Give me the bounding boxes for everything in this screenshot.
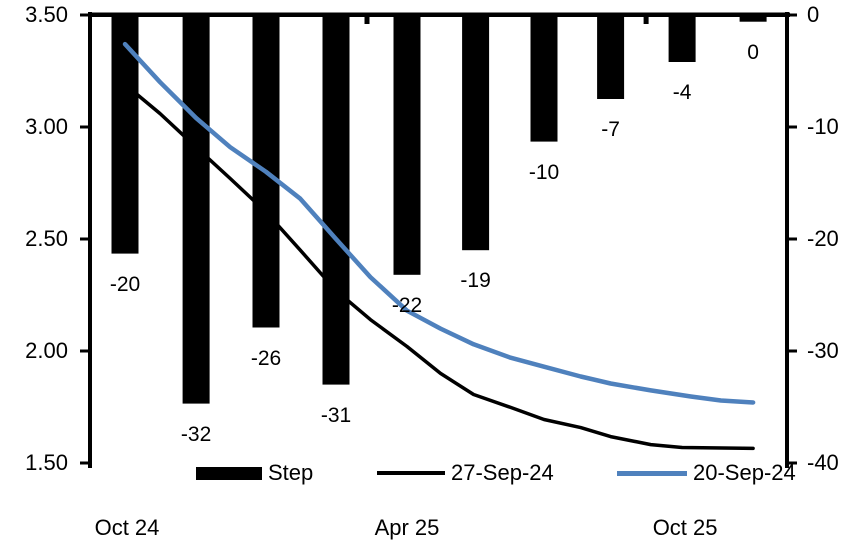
left-axis-tick bbox=[80, 13, 88, 17]
step-bar bbox=[393, 15, 421, 275]
step-bar bbox=[182, 15, 210, 404]
legend-label-step: Step bbox=[268, 460, 314, 485]
legend-swatch-20-sep-line bbox=[617, 470, 687, 476]
right-axis-tick bbox=[789, 349, 797, 353]
legend-label-20-sep-24: 20-Sep-24 bbox=[693, 460, 796, 485]
step-bar bbox=[462, 15, 490, 251]
left-axis-line bbox=[88, 12, 92, 468]
x-axis-tick bbox=[643, 15, 649, 24]
series-line-20-Sep-24 bbox=[122, 41, 756, 405]
right-axis-tick bbox=[789, 125, 797, 129]
x-axis-line bbox=[88, 12, 790, 17]
legend-item-step: Step bbox=[196, 460, 313, 486]
step-bar bbox=[530, 15, 558, 142]
left-axis-tick bbox=[80, 349, 88, 353]
left-axis-tick bbox=[80, 125, 88, 129]
step-bar bbox=[668, 15, 696, 62]
left-axis-tick bbox=[80, 237, 88, 241]
right-axis-line bbox=[785, 12, 789, 468]
legend-item-27-sep-24: 27-Sep-24 bbox=[377, 460, 554, 486]
step-bar bbox=[739, 15, 767, 22]
legend-swatch-27-sep-line bbox=[377, 471, 445, 475]
legend-label-27-sep-24: 27-Sep-24 bbox=[451, 460, 554, 485]
legend-swatch-step-bar bbox=[196, 466, 262, 480]
series-line-27-Sep-24 bbox=[123, 82, 755, 451]
right-axis-tick bbox=[789, 237, 797, 241]
step-bar bbox=[111, 15, 139, 254]
right-axis-tick bbox=[789, 13, 797, 17]
legend-item-20-sep-24: 20-Sep-24 bbox=[617, 460, 796, 486]
left-axis-tick bbox=[80, 461, 88, 465]
x-axis-tick bbox=[364, 15, 370, 24]
step-bar bbox=[597, 15, 625, 99]
right-axis-tick bbox=[789, 461, 797, 465]
step-bar bbox=[322, 15, 350, 385]
